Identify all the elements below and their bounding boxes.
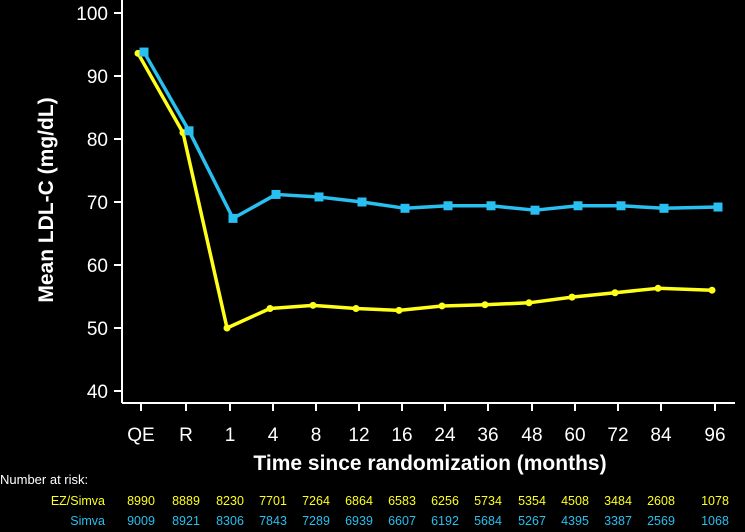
y-tick-label: 50	[87, 319, 108, 340]
risk-value: 2608	[647, 494, 675, 508]
y-tick-label: 60	[87, 256, 108, 277]
x-tick-label: 8	[311, 425, 322, 446]
risk-value: 7701	[259, 494, 287, 508]
risk-value: 7289	[302, 514, 330, 528]
x-tick-label: QE	[127, 425, 154, 446]
data-point	[228, 213, 238, 223]
x-tick-label: 12	[348, 425, 369, 446]
data-point	[438, 302, 446, 310]
risk-value: 9009	[127, 514, 155, 528]
data-point	[443, 201, 453, 211]
x-axis-title: Time since randomization (months)	[253, 452, 606, 475]
risk-value: 6192	[431, 514, 459, 528]
risk-row-label: EZ/Simva	[51, 494, 105, 508]
x-tick-label: 60	[564, 425, 585, 446]
data-point	[525, 299, 533, 307]
risk-value: 5684	[474, 514, 502, 528]
y-axis-title: Mean LDL-C (mg/dL)	[35, 97, 58, 302]
x-tick-label: 72	[607, 425, 628, 446]
risk-value: 8990	[127, 494, 155, 508]
axes	[114, 0, 735, 411]
risk-value: 1068	[701, 514, 729, 528]
risk-value: 1078	[701, 494, 729, 508]
data-point	[573, 201, 583, 211]
data-point	[139, 47, 149, 57]
risk-value: 5354	[518, 494, 546, 508]
y-tick-label: 80	[87, 130, 108, 151]
data-point	[568, 293, 576, 301]
risk-value: 5267	[518, 514, 546, 528]
risk-value: 6583	[388, 494, 416, 508]
x-tick-label: 24	[434, 425, 456, 446]
data-point	[223, 324, 231, 332]
series-ez-simva	[134, 49, 716, 332]
risk-value: 5734	[474, 494, 502, 508]
data-point	[713, 202, 723, 212]
x-tick-label: 4	[268, 425, 279, 446]
data-point	[654, 284, 662, 292]
data-point	[708, 286, 716, 294]
y-tick-labels: 40 50 60 70 80 90 100	[76, 4, 108, 403]
data-point	[400, 203, 410, 213]
risk-value: 7843	[259, 514, 287, 528]
x-tick-labels: QE R 1 4 8 12 16 24 36 48 60 72 84 96	[127, 425, 725, 446]
data-point	[395, 306, 403, 314]
y-tick-label: 70	[87, 193, 108, 214]
data-point	[486, 201, 496, 211]
data-point	[357, 197, 367, 207]
risk-value: 3484	[604, 494, 632, 508]
risk-value: 2569	[647, 514, 675, 528]
x-tick-label: 36	[477, 425, 498, 446]
data-point	[309, 301, 317, 309]
x-tick-label: 16	[391, 425, 412, 446]
y-tick-label: 90	[87, 67, 108, 88]
data-point	[616, 201, 626, 211]
data-point	[659, 203, 669, 213]
risk-value: 4395	[561, 514, 589, 528]
risk-value: 3387	[604, 514, 632, 528]
risk-value: 4508	[561, 494, 589, 508]
risk-value: 6607	[388, 514, 416, 528]
risk-value: 7264	[302, 494, 330, 508]
series-line	[142, 51, 719, 221]
series-simva	[139, 47, 723, 223]
data-point	[271, 189, 281, 199]
x-tick-label: 96	[704, 425, 725, 446]
series-group	[134, 47, 723, 332]
risk-value: 6939	[345, 514, 373, 528]
risk-row-label: Simva	[70, 514, 105, 528]
x-tick-label: R	[179, 425, 193, 446]
risk-value: 8921	[172, 514, 200, 528]
data-point	[266, 304, 274, 312]
risk-value: 6864	[345, 494, 373, 508]
x-tick-label: 84	[650, 425, 672, 446]
data-point	[314, 192, 324, 202]
data-point	[530, 205, 540, 215]
risk-table: EZ/Simva 8990 8889 8230 7701 7264 6864 6583 6256…	[51, 494, 729, 528]
series-line	[136, 52, 713, 330]
risk-value: 8230	[216, 494, 244, 508]
y-tick-label: 100	[76, 4, 108, 25]
risk-table-title: Number at risk:	[0, 472, 88, 487]
data-point	[611, 289, 619, 297]
x-tick-label: 48	[521, 425, 542, 446]
data-point	[184, 126, 194, 136]
data-point	[352, 304, 360, 312]
risk-value: 6256	[431, 494, 459, 508]
x-tick-label: 1	[225, 425, 236, 446]
risk-value: 8306	[216, 514, 244, 528]
y-tick-label: 40	[87, 382, 108, 403]
data-point	[481, 301, 489, 309]
risk-value: 8889	[172, 494, 200, 508]
